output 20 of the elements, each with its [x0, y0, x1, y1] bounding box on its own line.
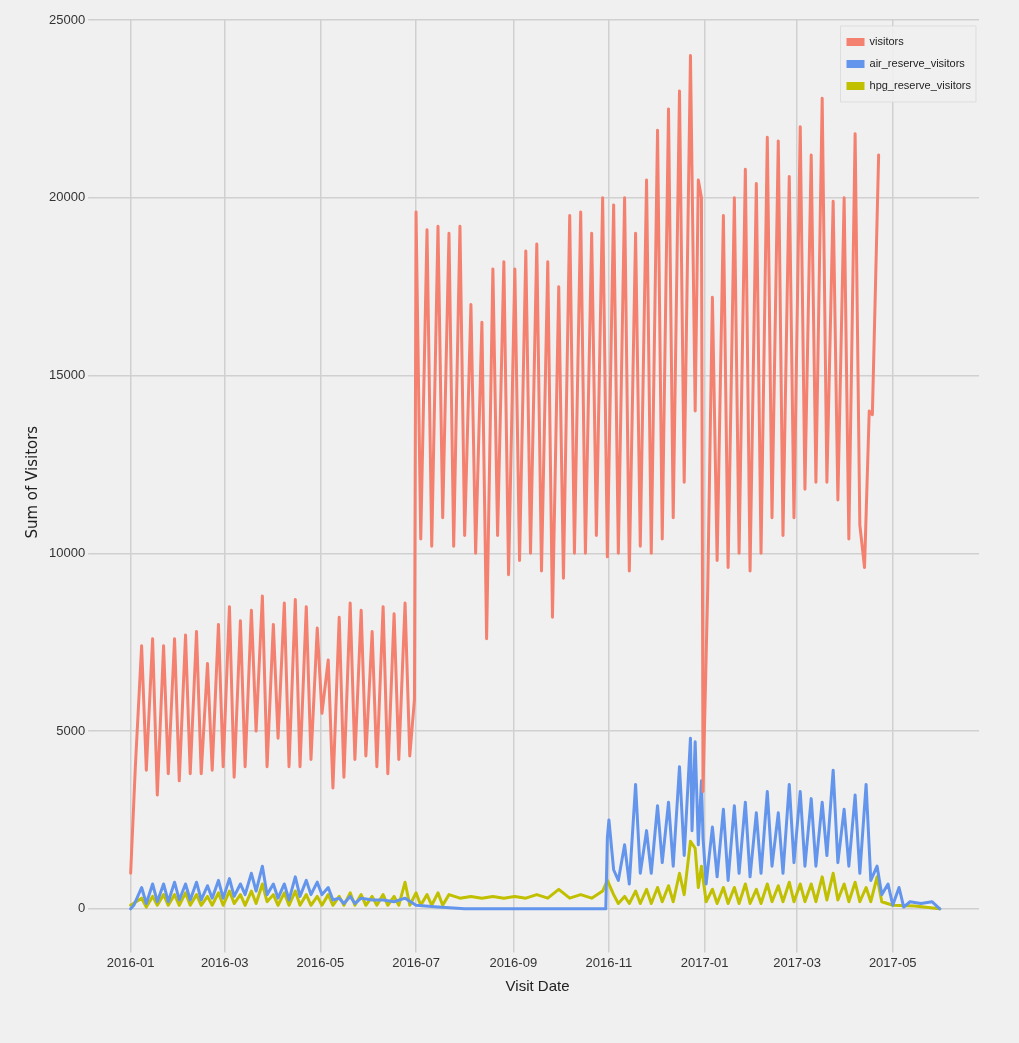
- x-tick-label: 2017-03: [773, 954, 821, 970]
- x-tick-label: 2016-01: [106, 954, 155, 970]
- x-tick-label: 2016-05: [296, 954, 345, 970]
- x-tick-label: 2016-11: [585, 954, 633, 970]
- y-axis-title: Sum of Visitors: [22, 425, 41, 539]
- x-tick-label: 2016-07: [392, 954, 440, 970]
- y-tick-label: 0: [77, 900, 86, 916]
- x-tick-label: 2017-05: [868, 954, 917, 970]
- y-tick-label: 15000: [48, 367, 86, 383]
- y-tick-label: 25000: [48, 11, 86, 27]
- y-tick-label: 5000: [56, 722, 86, 738]
- x-tick-label: 2016-09: [489, 954, 538, 970]
- x-tick-label: 2016-03: [200, 954, 249, 970]
- x-tick-label: 2017-01: [680, 954, 729, 970]
- x-axis-title: Visit Date: [505, 977, 570, 995]
- legend-label: air_reserve_visitors: [869, 57, 966, 70]
- y-tick-label: 20000: [48, 189, 86, 205]
- legend-label: visitors: [869, 35, 905, 48]
- legend-label: hpg_reserve_visitors: [869, 79, 972, 92]
- y-tick-label: 10000: [48, 544, 86, 560]
